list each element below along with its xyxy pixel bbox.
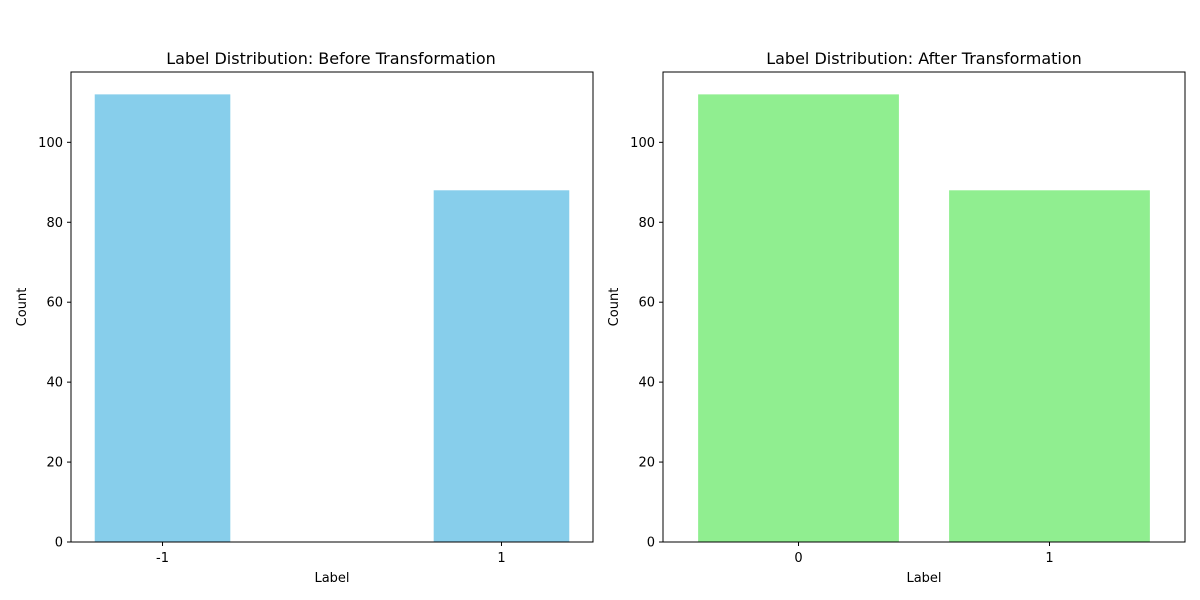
chart-before-yticks: 0 20 40 60 80 100 [38,136,71,551]
y-tick-label: 80 [46,216,63,231]
chart-before-title: Label Distribution: Before Transformatio… [166,49,496,68]
chart-after-yticks: 0 20 40 60 80 100 [630,136,663,551]
bar-1 [949,190,1150,542]
bar-0 [698,94,899,542]
y-tick-label: 100 [630,136,655,151]
x-tick-label: -1 [156,551,169,566]
y-tick-label: 40 [638,376,655,391]
y-tick-label: 100 [38,136,63,151]
chart-before-xticks: -1 1 [156,542,506,566]
y-tick-label: 0 [647,536,655,551]
y-tick-label: 60 [638,296,655,311]
y-tick-label: 0 [55,536,63,551]
chart-after: Label Distribution: After Transformation… [607,49,1186,586]
chart-before-bars [94,94,570,542]
chart-before-ylabel: Count [15,288,30,327]
y-tick-label: 80 [638,216,655,231]
y-tick-label: 20 [46,456,63,471]
chart-before: Label Distribution: Before Transformatio… [15,49,594,586]
chart-before-axes-frame [70,71,594,543]
bar--1 [94,94,231,542]
chart-after-title: Label Distribution: After Transformation [766,49,1082,68]
chart-after-xlabel: Label [906,571,941,586]
chart-before-xlabel: Label [314,571,349,586]
y-tick-label: 20 [638,456,655,471]
bar-1 [433,190,570,542]
x-tick-label: 0 [794,551,802,566]
chart-after-axes-frame [662,71,1186,543]
chart-after-bars [698,94,1150,542]
y-tick-label: 40 [46,376,63,391]
x-tick-label: 1 [1045,551,1053,566]
y-tick-label: 60 [46,296,63,311]
x-tick-label: 1 [497,551,505,566]
chart-after-ylabel: Count [607,288,622,327]
